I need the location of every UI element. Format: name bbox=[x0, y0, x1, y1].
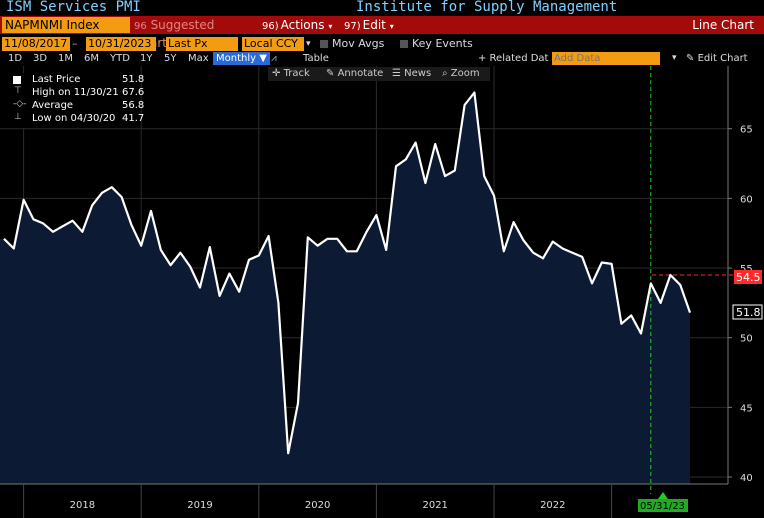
y-ticks: 40 45 50 55 60 65 bbox=[728, 125, 753, 484]
legend: Last Price 51.8 ⊤ High on 11/30/21 67.6 … bbox=[8, 73, 144, 128]
marker-triangle-icon bbox=[658, 492, 668, 499]
table-button[interactable]: Table bbox=[303, 53, 329, 64]
x-tick-label: 2020 bbox=[305, 500, 330, 511]
y-tick-label: 40 bbox=[740, 473, 753, 484]
y-tick-label: 45 bbox=[740, 403, 753, 414]
series-line bbox=[3, 91, 692, 455]
chart-type-label[interactable]: Line Chart bbox=[692, 18, 754, 32]
x-tick-label: 2019 bbox=[187, 500, 212, 511]
pen-icon: ✎ bbox=[326, 68, 335, 79]
legend-high-value: 67.6 bbox=[122, 87, 145, 98]
edit-num: 97) bbox=[344, 21, 361, 32]
last-label-box bbox=[732, 304, 763, 320]
y-tick-label: 50 bbox=[740, 334, 753, 345]
y-tick-label: 65 bbox=[740, 125, 753, 136]
legend-low-label: Low on 04/30/20 bbox=[32, 113, 116, 124]
legend-last-value: 51.8 bbox=[122, 74, 145, 85]
currency-select[interactable]: Local CCY bbox=[242, 37, 304, 51]
date-separator: – bbox=[72, 37, 78, 50]
start-date-input[interactable]: 11/08/2017 bbox=[2, 37, 70, 51]
chevron-down-icon: ▾ bbox=[389, 22, 394, 31]
pencil-icon: ✎ bbox=[686, 53, 695, 64]
annotate-label: Annotate bbox=[337, 68, 384, 79]
marker-date-label: 05/31/23 bbox=[640, 501, 685, 512]
edit-chart-label: Edit Chart bbox=[697, 53, 748, 64]
legend-high-label: High on 11/30/21 bbox=[32, 87, 119, 98]
end-date-input[interactable]: 10/31/2023 bbox=[86, 37, 156, 51]
chevron-down-icon[interactable]: ▾ bbox=[672, 53, 677, 63]
field-select[interactable]: Last Px bbox=[166, 37, 238, 51]
actions-label: Actions bbox=[280, 18, 325, 32]
track-label: Track bbox=[283, 68, 310, 79]
legend-low-value: 41.7 bbox=[122, 113, 145, 124]
legend-avg-label: Average bbox=[32, 100, 74, 111]
annotate-button[interactable]: ✎ Annotate bbox=[326, 67, 383, 81]
crosshair-icon: ✛ bbox=[272, 68, 281, 79]
edit-chart-button[interactable]: ✎ Edit Chart bbox=[686, 52, 748, 65]
line-chart-icon[interactable]: ⩘ bbox=[271, 53, 277, 64]
series-area bbox=[0, 92, 690, 484]
range-3d[interactable]: 3D bbox=[33, 53, 48, 64]
chevron-down-icon: ▼ bbox=[259, 53, 267, 64]
mov-avgs-label: Mov Avgs bbox=[332, 37, 385, 50]
avg-label-box bbox=[734, 270, 762, 284]
range-1y[interactable]: 1Y bbox=[140, 53, 153, 64]
x-ticks: 2018 2019 2020 2021 2022 bbox=[23, 484, 613, 518]
options-row: 11/08/2017 – 10/31/2023 Last Px Local CC… bbox=[0, 37, 764, 51]
range-row: 1D 3D 1M 6M YTD 1Y 5Y Max Monthly ▼ ⩘ Ta… bbox=[0, 52, 764, 65]
actions-num: 96) bbox=[262, 21, 279, 32]
chart-source: Institute for Supply Management bbox=[356, 0, 618, 15]
title-bar: ISM Services PMI Institute for Supply Ma… bbox=[0, 0, 764, 16]
marker-date-box bbox=[638, 499, 688, 512]
edit-menu[interactable]: 97) Edit ▾ bbox=[344, 17, 394, 33]
add-data-input[interactable] bbox=[552, 52, 660, 65]
actions-menu[interactable]: 96) Actions ▾ bbox=[262, 17, 332, 33]
high-marker-icon: ⊤ bbox=[14, 86, 22, 96]
x-tick-label: 2021 bbox=[422, 500, 447, 511]
range-ytd[interactable]: YTD bbox=[110, 53, 130, 64]
avg-value-label: 54.5 bbox=[736, 271, 761, 284]
legend-avg-value: 56.8 bbox=[122, 100, 145, 111]
y-tick-label: 55 bbox=[740, 264, 753, 275]
edit-label: Edit bbox=[362, 18, 386, 32]
range-1d[interactable]: 1D bbox=[8, 53, 23, 64]
range-6m[interactable]: 6M bbox=[84, 53, 99, 64]
range-5y[interactable]: 5Y bbox=[164, 53, 177, 64]
range-max[interactable]: Max bbox=[188, 53, 209, 64]
track-button[interactable]: ✛ Track bbox=[272, 67, 310, 81]
range-1m[interactable]: 1M bbox=[58, 53, 73, 64]
low-marker-icon: ⊥ bbox=[14, 112, 22, 122]
chart-tools: ✛ Track ✎ Annotate ☰ News ⌕ Zoom bbox=[268, 67, 490, 81]
zoom-label: Zoom bbox=[450, 68, 480, 79]
chevron-down-icon[interactable]: ▾ bbox=[306, 39, 311, 49]
ticker-field[interactable]: NAPMNMI Index bbox=[2, 17, 130, 33]
last-value-label: 51.8 bbox=[736, 306, 761, 319]
news-icon: ☰ bbox=[392, 68, 401, 79]
magnifier-icon: ⌕ bbox=[442, 68, 448, 79]
suggested-num: 96 bbox=[134, 21, 147, 32]
related-data-button[interactable]: + Related Dat bbox=[478, 53, 549, 64]
chart-title: ISM Services PMI bbox=[6, 0, 141, 15]
news-button[interactable]: ☰ News bbox=[392, 67, 431, 81]
y-tick-label: 60 bbox=[740, 194, 753, 205]
x-tick-label: 2022 bbox=[540, 500, 565, 511]
chevron-down-icon: ▾ bbox=[328, 22, 333, 31]
legend-last-label: Last Price bbox=[32, 74, 81, 85]
average-marker-icon: -◇- bbox=[13, 99, 27, 109]
zoom-button[interactable]: ⌕ Zoom bbox=[442, 67, 480, 81]
mov-avgs-checkbox[interactable] bbox=[320, 40, 328, 48]
legend-swatch-icon bbox=[13, 76, 21, 84]
key-events-checkbox[interactable] bbox=[400, 40, 408, 48]
news-label: News bbox=[404, 68, 432, 79]
frequency-label: Monthly bbox=[216, 53, 257, 64]
frequency-select[interactable]: Monthly ▼ bbox=[213, 52, 270, 65]
key-events-label: Key Events bbox=[412, 37, 473, 50]
x-tick-label: 2018 bbox=[70, 500, 95, 511]
